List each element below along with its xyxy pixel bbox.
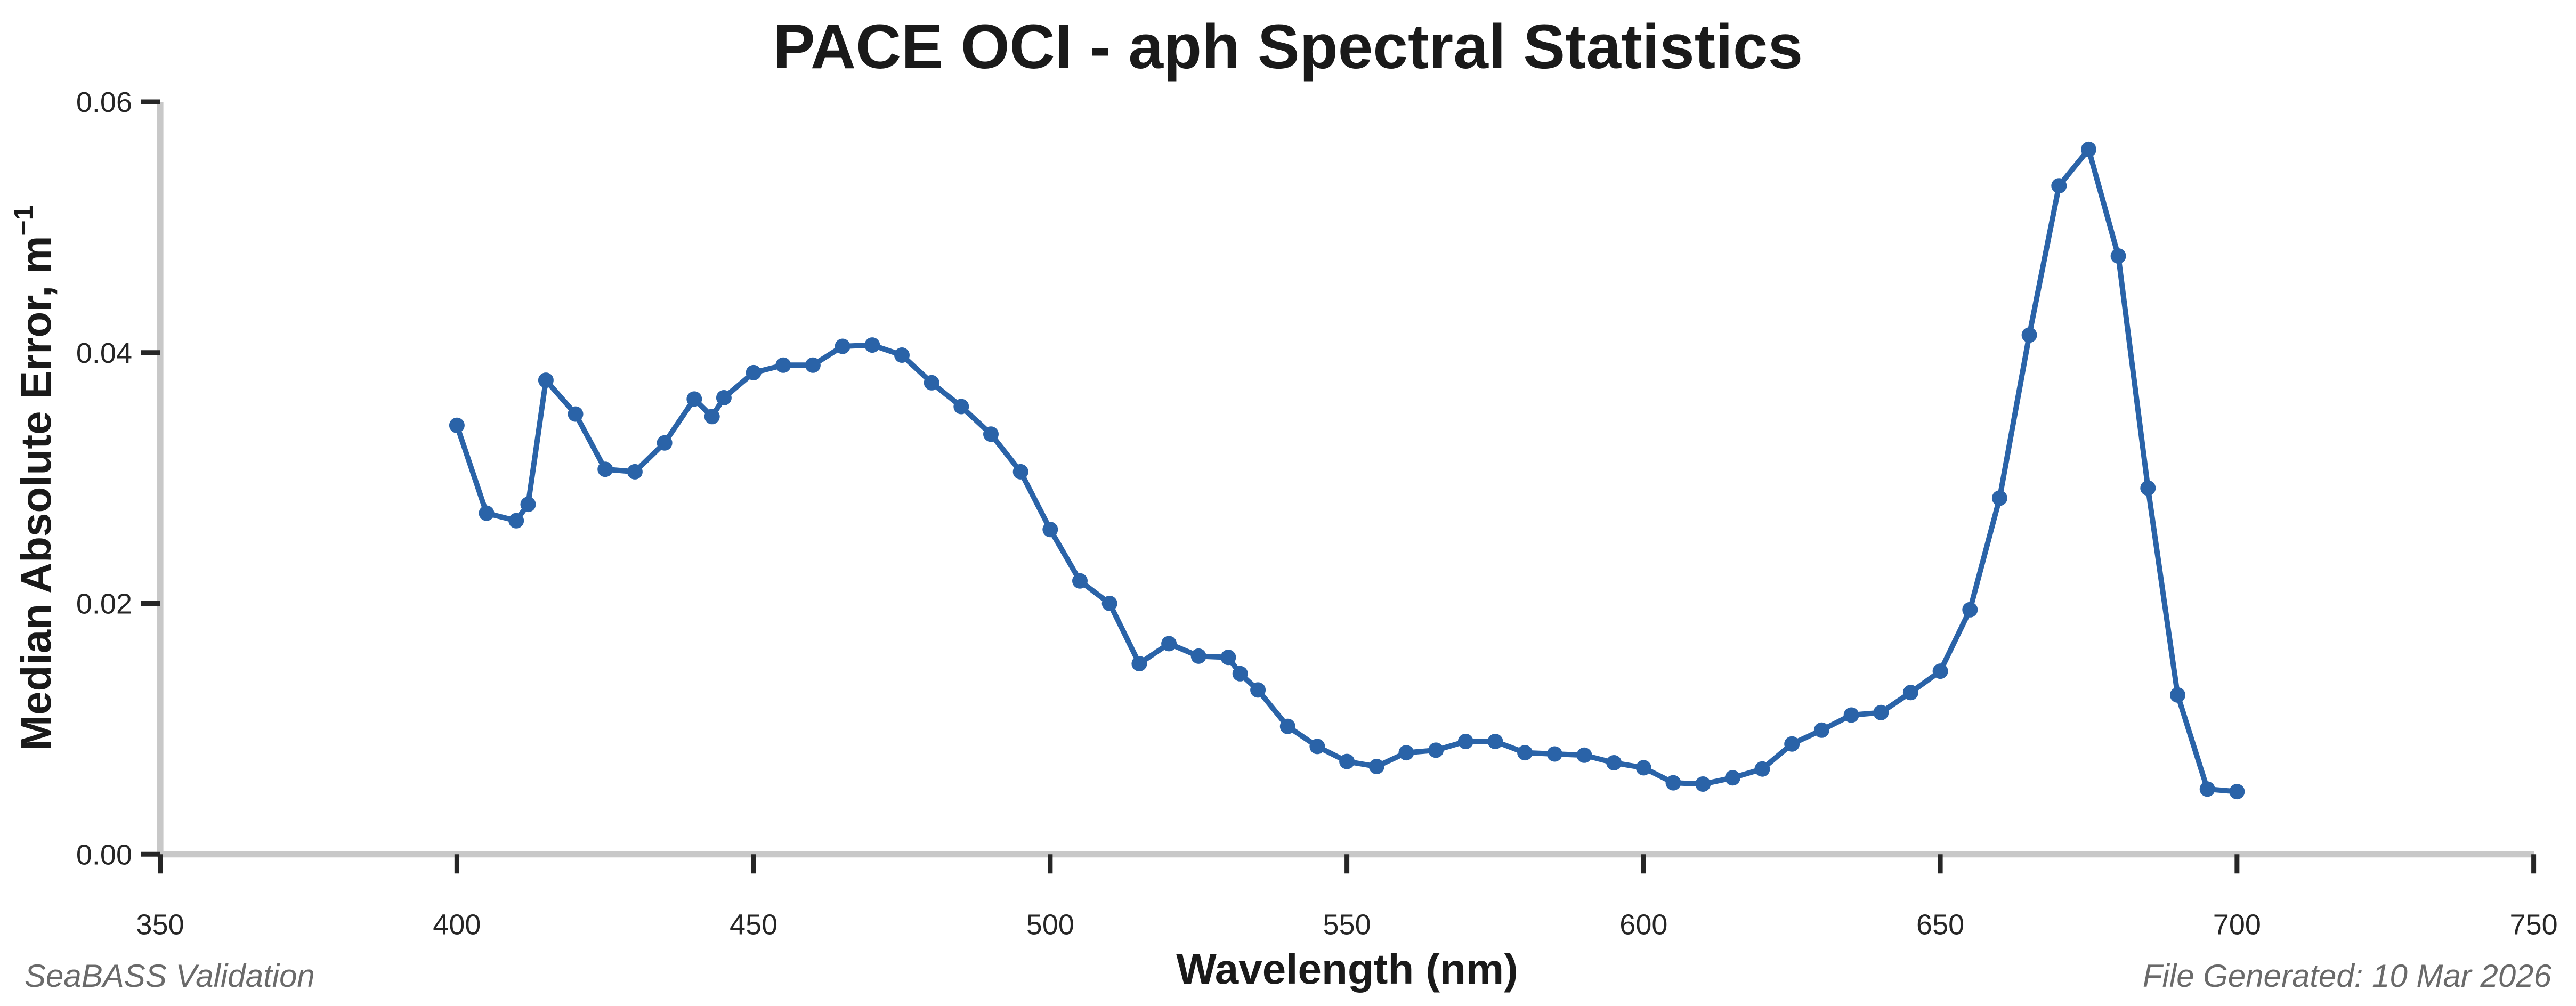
data-point — [1665, 775, 1681, 791]
data-point — [520, 497, 536, 513]
data-point — [1131, 656, 1147, 671]
data-point — [894, 347, 910, 363]
data-point — [1072, 573, 1088, 589]
data-point — [1279, 718, 1295, 734]
data-point — [1339, 753, 1355, 769]
data-point — [2110, 248, 2126, 264]
x-tick-label: 700 — [2213, 908, 2261, 940]
x-tick-label: 350 — [136, 908, 184, 940]
data-point — [864, 337, 880, 353]
data-point — [1012, 464, 1028, 480]
data-point — [1042, 522, 1058, 538]
y-tick-label: 0.04 — [76, 337, 132, 369]
data-point — [1517, 745, 1533, 761]
data-point — [1932, 663, 1948, 679]
y-tick-label: 0.06 — [76, 86, 132, 118]
x-tick-label: 500 — [1026, 908, 1074, 940]
footer-left-text: SeaBASS Validation — [25, 958, 315, 994]
data-point — [479, 505, 495, 521]
data-point — [1309, 739, 1325, 754]
data-point — [1843, 707, 1859, 723]
data-point — [805, 357, 821, 373]
data-point — [1635, 760, 1651, 776]
data-point — [1724, 770, 1740, 786]
data-point — [2081, 141, 2096, 157]
data-point — [568, 406, 584, 422]
data-point — [1101, 596, 1117, 611]
data-point — [686, 391, 702, 407]
data-point — [449, 417, 465, 433]
data-point — [1428, 742, 1444, 758]
data-point — [1813, 722, 1829, 738]
chart-title: PACE OCI - aph Spectral Statistics — [773, 12, 1803, 82]
y-axis-label: Median Absolute Error, m−1 — [9, 205, 60, 750]
data-point — [538, 372, 554, 388]
footer-right-text: File Generated: 10 Mar 2026 — [2143, 958, 2552, 994]
data-point — [1220, 650, 1236, 666]
data-point — [835, 338, 850, 354]
y-axis-ticks: 0.06 0.04 0.02 0.00 — [76, 86, 160, 871]
data-line — [454, 147, 2240, 794]
data-point — [657, 435, 673, 451]
data-point — [508, 513, 524, 529]
data-point — [2199, 781, 2215, 797]
x-axis-ticks: 350 400 450 500 550 600 650 700 750 — [136, 854, 2558, 940]
x-tick-label: 550 — [1323, 908, 1371, 940]
data-points — [449, 141, 2245, 800]
data-point — [1962, 602, 1978, 618]
data-point — [1991, 490, 2007, 506]
data-point — [2170, 687, 2185, 703]
data-point — [983, 426, 999, 442]
data-point — [924, 375, 939, 391]
data-point — [1902, 685, 1918, 701]
x-tick-label: 650 — [1916, 908, 1964, 940]
x-axis-label: Wavelength (nm) — [1176, 945, 1518, 993]
y-tick-label: 0.02 — [76, 588, 132, 620]
data-point — [627, 464, 643, 480]
data-point — [1250, 682, 1266, 698]
data-point — [746, 364, 762, 380]
x-tick-label: 750 — [2510, 908, 2558, 940]
x-tick-label: 400 — [433, 908, 481, 940]
data-point — [1695, 776, 1711, 792]
data-point — [2021, 327, 2037, 343]
data-point — [775, 357, 791, 373]
y-axis-label-base: Median Absolute Error, m — [12, 236, 60, 750]
data-point — [1576, 747, 1592, 763]
data-point — [1161, 636, 1177, 652]
data-point — [1784, 736, 1800, 752]
data-point — [1190, 648, 1206, 664]
data-point — [953, 399, 969, 415]
y-tick-label: 0.00 — [76, 839, 132, 871]
data-point — [1232, 666, 1248, 682]
data-point — [2140, 480, 2156, 496]
data-point — [1457, 734, 1473, 749]
x-tick-label: 450 — [730, 908, 777, 940]
data-point — [1368, 759, 1384, 774]
data-point — [1873, 704, 1889, 720]
x-tick-label: 600 — [1619, 908, 1667, 940]
data-point — [716, 390, 732, 405]
y-axis-label-exponent: −1 — [9, 205, 38, 236]
data-point — [2229, 784, 2245, 800]
data-point — [597, 461, 613, 477]
data-point — [1487, 734, 1503, 749]
data-point — [1754, 761, 1770, 777]
data-point — [1546, 746, 1562, 762]
data-point — [2051, 178, 2067, 194]
data-point — [1398, 745, 1414, 761]
data-point — [1606, 755, 1622, 770]
data-point — [704, 409, 720, 425]
